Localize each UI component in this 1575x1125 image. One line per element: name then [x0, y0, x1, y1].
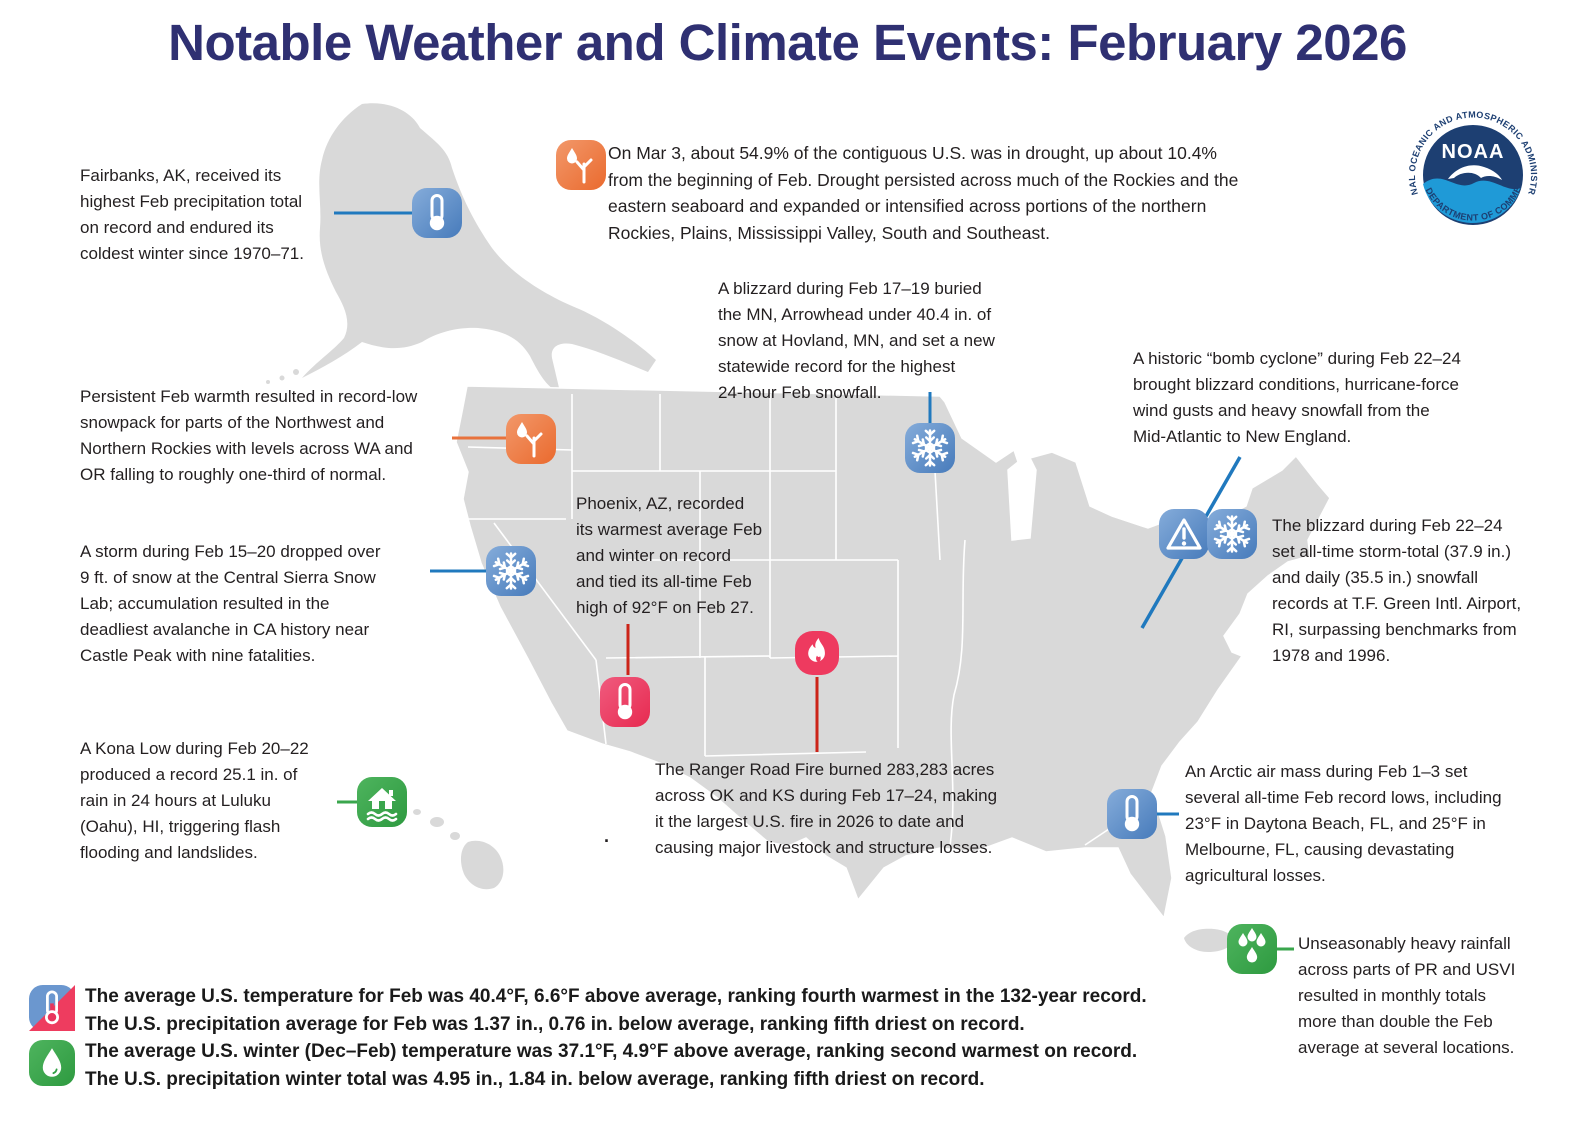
- drought-icon: [556, 140, 606, 190]
- callout-arctic-air: An Arctic air mass during Feb 1–3 set se…: [1185, 762, 1502, 885]
- map-aleutian-island: [266, 380, 270, 384]
- callout-mn-blizzard: A blizzard during Feb 17–19 buried the M…: [718, 279, 995, 402]
- callout-national-drought: On Mar 3, about 54.9% of the contiguous …: [608, 143, 1239, 243]
- noaa-logo: NOAA NATIONAL OCEANIC AND ATMOSPHERIC AD…: [1394, 90, 1539, 227]
- callout-ranger-road-fire: The Ranger Road Fire burned 283,283 acre…: [655, 760, 998, 857]
- summary-block: The average U.S. temperature for Feb was…: [85, 983, 1147, 1093]
- thermometer-icon: [412, 188, 462, 238]
- warning-icon: [1159, 509, 1209, 559]
- drought-icon: [506, 414, 556, 464]
- snowflake-icon: [486, 546, 536, 596]
- callout-pr-rain: Unseasonably heavy rainfall across parts…: [1298, 934, 1516, 1057]
- thermometer-icon: [600, 677, 650, 727]
- noaa-logo-acronym: NOAA: [1442, 141, 1505, 163]
- snowflake-icon: [1207, 509, 1257, 559]
- us-map: [266, 103, 1331, 952]
- callout-nw-snowpack: Persistent Feb warmth resulted in record…: [80, 387, 418, 484]
- map-alaska: [302, 103, 656, 393]
- map-contiguous-us: [455, 385, 1331, 920]
- map-hawaii: [394, 796, 504, 890]
- summary-line-feb-temperature: The average U.S. temperature for Feb was…: [85, 986, 1147, 1007]
- noaa-logo-gull-icon: [1448, 165, 1502, 180]
- thermometer-precip-icon: [29, 985, 75, 1031]
- callout-kona-low: A Kona Low during Feb 20–22 produced a r…: [80, 739, 309, 862]
- summary-line-winter-precipitation: The U.S. precipitation winter total was …: [85, 1068, 985, 1090]
- callout-phoenix-heat: Phoenix, AZ, recorded its warmest averag…: [576, 494, 763, 617]
- event-icons: [29, 140, 1277, 1086]
- callout-fairbanks: Fairbanks, AK, received its highest Feb …: [80, 166, 304, 263]
- fire-icon: [795, 631, 839, 675]
- callout-ri-blizzard: The blizzard during Feb 22–24 set all-ti…: [1272, 516, 1522, 665]
- map-aleutian-island: [279, 375, 285, 381]
- rain-icon: [1227, 924, 1277, 974]
- page-title: Notable Weather and Climate Events: Febr…: [168, 14, 1407, 71]
- noaa-logo-ocean: [1423, 178, 1521, 224]
- callout-ca-storm: A storm during Feb 15–20 dropped over 9 …: [80, 542, 381, 665]
- callout-bomb-cyclone: A historic “bomb cyclone” during Feb 22–…: [1133, 349, 1461, 446]
- thermometer-icon: [1107, 789, 1157, 839]
- leader-lines: [334, 211, 1294, 951]
- snowflake-icon: [905, 423, 955, 473]
- summary-line-feb-precipitation: The U.S. precipitation average for Feb w…: [85, 1013, 1025, 1035]
- map-aleutian-island: [293, 369, 299, 375]
- stray-period: .: [604, 826, 610, 846]
- flood-icon: [357, 777, 407, 827]
- water-drop-icon: [29, 1040, 75, 1086]
- summary-line-winter-temperature: The average U.S. winter (Dec–Feb) temper…: [85, 1041, 1138, 1062]
